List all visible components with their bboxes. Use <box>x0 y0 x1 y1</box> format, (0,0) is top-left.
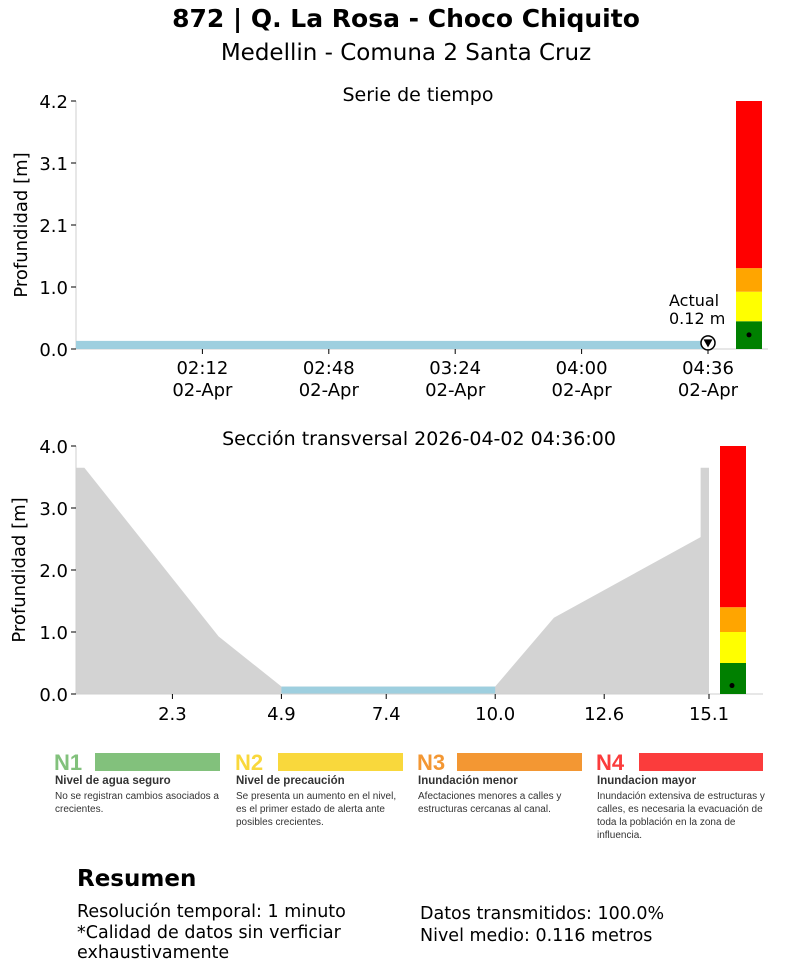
x-tick-time: 04:00 <box>556 358 608 379</box>
y-tick-label: 4.2 <box>39 92 68 113</box>
alert-bar-n4 <box>720 446 746 608</box>
summary-mean-level: Nivel medio: 0.116 metros <box>420 926 653 946</box>
page-title: 872 | Q. La Rosa - Choco Chiquito <box>172 4 640 33</box>
terrain-profile <box>76 467 709 694</box>
alert-bar-n3 <box>720 607 746 632</box>
y-tick-label: 2.1 <box>39 216 68 237</box>
summary-quality-note-cont: exhaustivamente <box>77 943 230 963</box>
x-tick-label: 15.1 <box>689 704 729 725</box>
x-tick-time: 03:24 <box>429 358 481 379</box>
x-tick-time: 02:12 <box>176 358 228 379</box>
legend-n3-name: Inundación menor <box>418 775 518 787</box>
legend-n3-bar <box>457 753 582 771</box>
y-tick-label: 4.0 <box>39 437 68 458</box>
y-tick-label: 0.0 <box>39 340 68 361</box>
legend-n2-bar <box>278 753 403 771</box>
y-tick-label: 0.0 <box>39 685 68 706</box>
legend-n1-code: N1 <box>54 750 83 775</box>
cross-section-title: Sección transversal 2026-04-02 04:36:00 <box>222 428 616 450</box>
x-tick-label: 2.3 <box>158 704 187 725</box>
current-marker-icon <box>703 339 713 348</box>
legend-n3-description: Afectaciones menores a calles y estructu… <box>418 791 562 815</box>
legend-n2-name: Nivel de precaución <box>236 775 345 787</box>
y-tick-label: 1.0 <box>39 623 68 644</box>
summary-transmitted: Datos transmitidos: 100.0% <box>420 904 665 924</box>
legend-n1-description: No se registran cambios asociados a crec… <box>55 791 219 815</box>
alert-bar-n2 <box>736 291 762 322</box>
x-tick-date: 02-Apr <box>425 380 486 401</box>
page-subtitle: Medellin - Comuna 2 Santa Cruz <box>220 40 592 66</box>
x-tick-date: 02-Apr <box>552 380 613 401</box>
x-tick-date: 02-Apr <box>678 380 739 401</box>
legend-n1-bar <box>95 753 220 771</box>
x-tick-date: 02-Apr <box>172 380 233 401</box>
alert-bar-marker <box>729 683 735 689</box>
legend-n4-code: N4 <box>596 750 625 775</box>
y-tick-label: 2.0 <box>39 561 68 582</box>
y-axis-label: Profundidad [m] <box>9 497 30 642</box>
legend-n4-name: Inundacion mayor <box>597 775 697 787</box>
depth-series-area <box>76 341 708 349</box>
water-level-area <box>281 686 496 694</box>
time-series-chart: Serie de tiempo 0.0 1.0 2.1 3.1 4.2 Profundida… <box>11 84 768 401</box>
current-label: Actual <box>669 291 719 310</box>
alert-bar-n4 <box>736 101 762 269</box>
legend-n1-name: Nivel de agua seguro <box>55 775 171 787</box>
x-tick-time: 04:36 <box>682 358 734 379</box>
summary-quality-note: *Calidad de datos sin verficiar <box>77 923 341 943</box>
x-tick-label: 10.0 <box>475 704 515 725</box>
legend-n4-bar <box>639 753 763 771</box>
current-value: 0.12 m <box>669 309 725 328</box>
alert-bar-n2 <box>720 632 746 663</box>
x-tick-date: 02-Apr <box>299 380 360 401</box>
legend-n3-code: N3 <box>417 750 446 775</box>
alert-bar-marker <box>746 332 752 338</box>
legend-n2-code: N2 <box>235 750 264 775</box>
y-tick-label: 1.0 <box>39 278 68 299</box>
y-axis-label: Profundidad [m] <box>11 152 32 297</box>
y-tick-label: 3.0 <box>39 499 68 520</box>
cross-section-chart: Sección transversal 2026-04-02 04:36:00 0… <box>9 428 763 725</box>
summary-resolution: Resolución temporal: 1 minuto <box>77 902 346 922</box>
time-series-title: Serie de tiempo <box>343 84 494 106</box>
alert-bar-n1 <box>720 663 746 694</box>
legend-n2-description: Se presenta un aumento en el nivel, es e… <box>236 791 397 828</box>
x-tick-label: 7.4 <box>372 704 401 725</box>
y-tick-label: 3.1 <box>39 154 68 175</box>
x-tick-time: 02:48 <box>303 358 355 379</box>
summary-title: Resumen <box>77 866 197 892</box>
x-tick-label: 4.9 <box>267 704 296 725</box>
legend-n4-description: Inundación extensiva de estructuras y ca… <box>597 791 765 841</box>
alert-bar-n3 <box>736 268 762 292</box>
x-tick-label: 12.6 <box>584 704 624 725</box>
